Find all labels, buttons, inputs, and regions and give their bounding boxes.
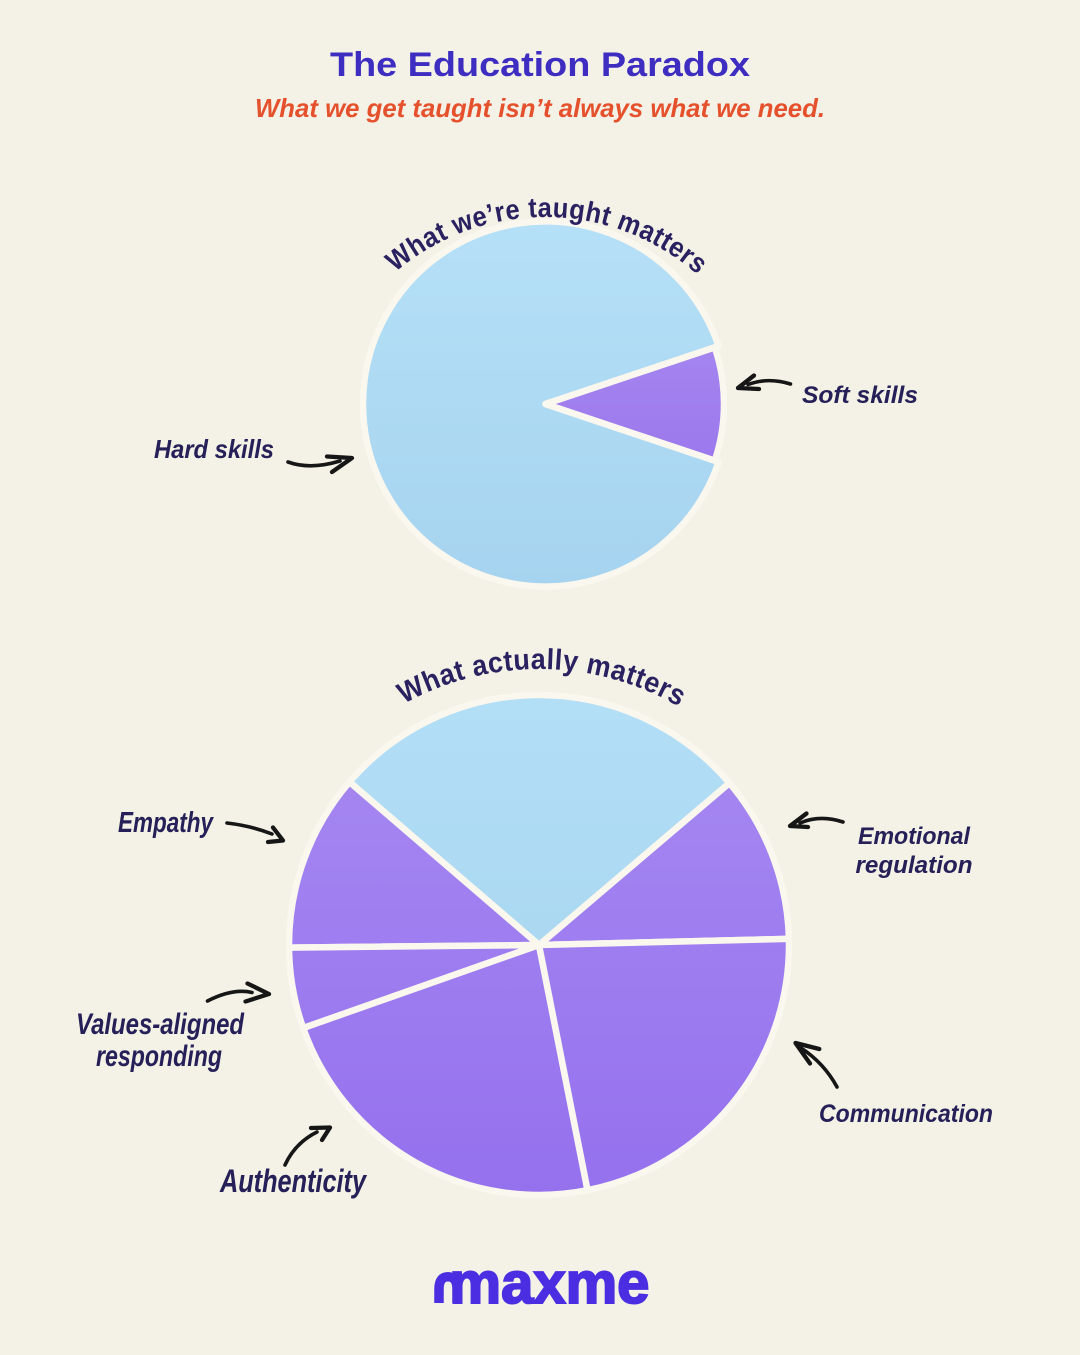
svg-text:What we get taught isn’t alway: What we get taught isn’t always what we …: [255, 93, 825, 123]
svg-text:responding: responding: [96, 1040, 222, 1073]
svg-text:Values-aligned: Values-aligned: [76, 1008, 245, 1041]
svg-text:Authenticity: Authenticity: [219, 1163, 368, 1199]
svg-text:regulation: regulation: [856, 852, 973, 879]
svg-text:The Education Paradox: The Education Paradox: [330, 46, 750, 84]
svg-text:Communication: Communication: [819, 1100, 993, 1128]
svg-text:Empathy: Empathy: [118, 807, 214, 839]
svg-text:Hard skills: Hard skills: [154, 434, 274, 464]
svg-text:Soft skills: Soft skills: [802, 382, 918, 409]
svg-text:Emotional: Emotional: [858, 823, 971, 850]
svg-text:maxme: maxme: [450, 1251, 650, 1316]
